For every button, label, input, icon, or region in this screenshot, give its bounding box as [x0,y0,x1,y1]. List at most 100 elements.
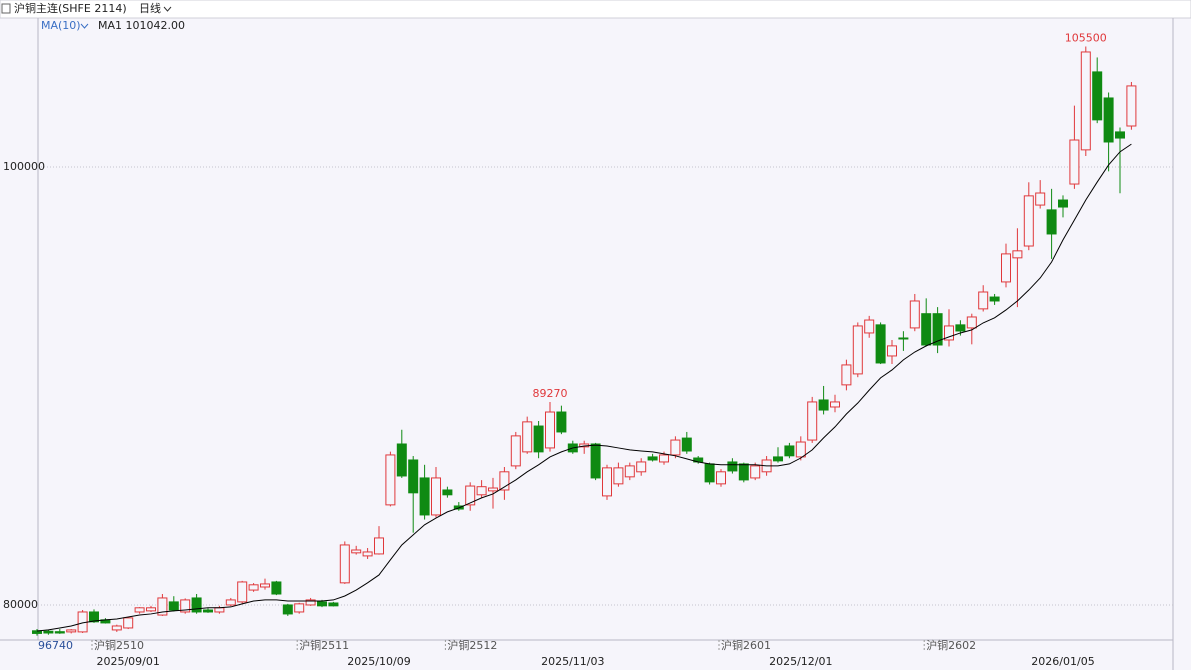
candle-body [328,602,339,607]
candle-body [1115,131,1125,139]
candle-body [659,454,669,463]
candle-body [146,607,156,612]
candle-body [225,599,236,606]
candle-body [419,477,430,516]
candle-body [624,465,635,478]
candle-body [1023,195,1034,247]
candle-body [214,607,225,613]
candle-body [875,324,886,364]
candle-body [727,461,738,472]
candle-body [442,489,453,496]
candle-body [818,399,829,411]
candle-body [944,325,954,341]
candle-body [339,544,350,584]
candle-body [351,549,362,554]
candle-body [294,603,305,613]
candle-body [773,456,783,462]
candle-body [271,581,282,595]
candle-body [545,411,555,449]
candle-body [784,445,795,457]
contract-label: 沪铜2510 [94,638,144,652]
toolbar [0,0,1191,19]
candle-body [168,601,179,611]
candle-body [499,471,510,491]
candle-body [374,537,384,555]
candle-body [1103,97,1114,143]
candle-body [590,443,601,479]
contract-label: 沪铜2601 [721,638,771,652]
period-chevron[interactable] [163,6,172,12]
candle-body [1126,85,1137,127]
candle-body [921,313,932,346]
contract-label: 沪铜2512 [447,638,497,652]
candle-body [89,611,99,623]
candle-body [989,296,1000,302]
candle-body [647,456,658,461]
corner-label: 96740 [38,639,73,652]
candle-body [408,459,419,494]
x-tick-label: 2025/12/01 [769,655,832,668]
candle-body [533,425,544,453]
candle-body [887,345,897,357]
candle-body [556,411,567,433]
ma-legend[interactable]: MA(10) [41,19,81,32]
ma-chevron[interactable] [80,23,89,29]
candle-body [488,487,498,492]
candle-body [841,364,852,386]
y-tick-label: 80000 [3,598,38,611]
candle-body [1035,192,1046,206]
x-tick-label: 2025/10/09 [347,655,410,668]
candle-body [1058,199,1068,208]
candle-body [1092,71,1103,121]
candle-body [43,630,54,634]
contract-label: 沪铜2602 [926,638,976,652]
candle-body [978,291,989,310]
candle-body [362,551,373,557]
candle-body [864,319,875,334]
candle-body [738,463,749,481]
candle-body [111,625,122,631]
candle-body [522,421,533,453]
candle-body [670,439,681,456]
x-tick-label: 2025/11/03 [541,655,604,668]
menu-icon[interactable] [1,3,11,14]
candle-body [431,477,441,516]
candle-body [248,584,259,591]
chart-title: 沪铜主连(SHFE 2114) [14,1,127,15]
period-selector[interactable]: 日线 [139,1,161,15]
candle-body [191,597,202,613]
x-tick-label: 2026/01/05 [1031,655,1094,668]
candle-body [932,313,943,346]
candle-body [396,443,407,477]
candle-body [636,461,647,473]
candle-body [898,337,909,340]
candle-body [157,597,168,616]
candle-body [704,463,715,483]
candle-body [795,441,806,458]
x-tick-label: 2025/09/01 [96,655,159,668]
candle-body [305,599,316,606]
candle-body [260,583,270,588]
candle-body [1046,209,1057,235]
y-tick-label: 100000 [3,160,45,173]
contract-label: 沪铜2511 [299,638,349,652]
candle-body [966,316,977,329]
candle-body [1012,250,1023,259]
candle-body [54,631,65,634]
candle-body [716,471,726,485]
candle-body [237,581,248,603]
candle-body [317,601,327,607]
candle-body [123,617,134,629]
candle-body [1001,253,1011,283]
candle-body [750,465,761,479]
ma-value-label: MA1 101042.00 [98,19,185,32]
candle-body [476,486,487,496]
candle-body [510,435,521,467]
high-label: 105500 [1065,31,1107,44]
candle-body [852,325,863,375]
candle-body [955,324,966,332]
ma-line [36,143,1132,632]
